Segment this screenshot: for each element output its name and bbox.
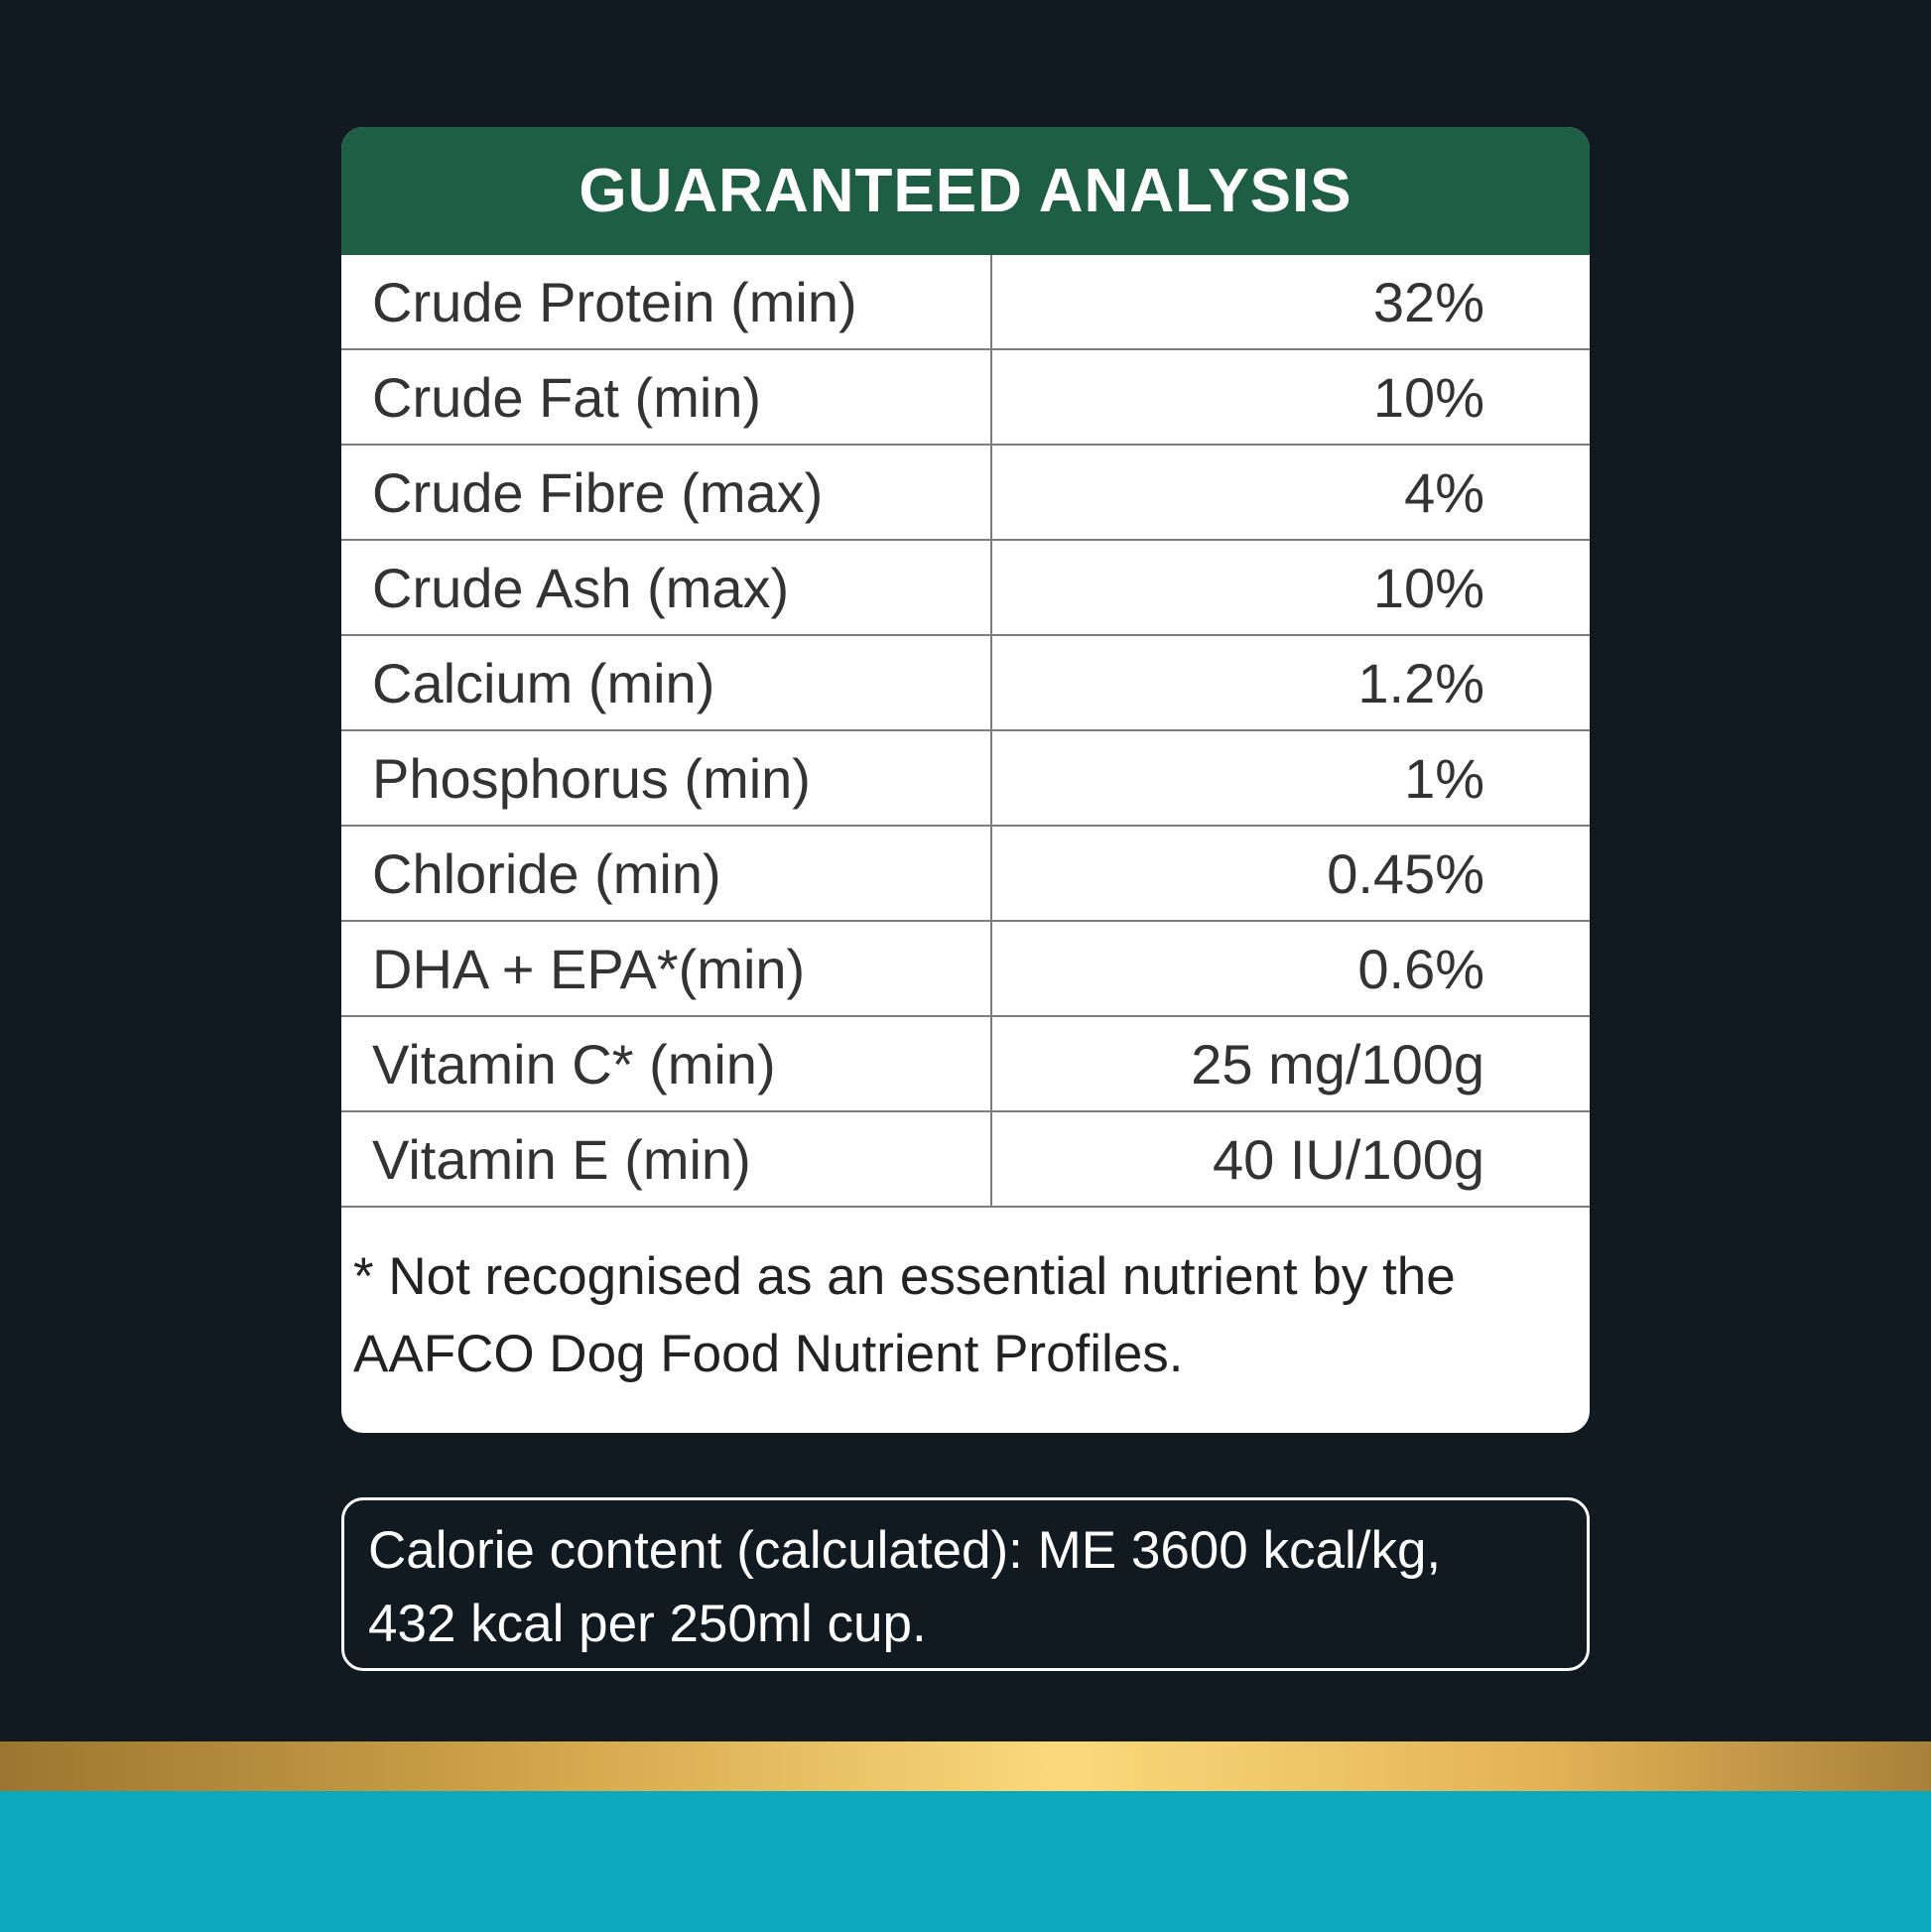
nutrient-value: 0.6%: [990, 922, 1590, 1015]
calorie-box: Calorie content (calculated): ME 3600 kc…: [341, 1497, 1590, 1671]
footnote-line: AAFCO Dog Food Nutrient Profiles.: [353, 1325, 1184, 1383]
calorie-line: 432 kcal per 250ml cup.: [368, 1595, 927, 1653]
nutrient-label: Calcium (min): [372, 652, 715, 714]
nutrient-label: Crude Protein (min): [372, 271, 857, 333]
nutrient-value: 1%: [990, 731, 1590, 825]
card-title: GUARANTEED ANALYSIS: [341, 127, 1590, 255]
table-row: Phosphorus (min) 1%: [341, 731, 1590, 827]
analysis-table: Crude Protein (min) 32% Crude Fat (min) 10%…: [341, 255, 1590, 1208]
calorie-line: Calorie content (calculated): ME 3600 kc…: [368, 1521, 1442, 1580]
table-row: Calcium (min) 1.2%: [341, 636, 1590, 731]
nutrient-value: 10%: [990, 350, 1590, 444]
table-row: Crude Fibre (max) 4%: [341, 446, 1590, 541]
footnote: * Not recognised as an essential nutrien…: [353, 1238, 1456, 1393]
nutrient-value: 32%: [990, 255, 1590, 348]
nutrient-label: Crude Ash (max): [372, 557, 790, 619]
nutrient-label: DHA + EPA*(min): [372, 938, 806, 1000]
table-row: Crude Ash (max) 10%: [341, 541, 1590, 636]
nutrient-value: 40 IU/100g: [990, 1112, 1590, 1206]
table-row: Vitamin C* (min) 25 mg/100g: [341, 1017, 1590, 1112]
table-row: Chloride (min) 0.45%: [341, 827, 1590, 922]
nutrient-label: Crude Fat (min): [372, 366, 762, 429]
teal-band: [0, 1791, 1931, 1932]
nutrient-label: Phosphorus (min): [372, 747, 811, 810]
nutrient-label: Crude Fibre (max): [372, 461, 824, 524]
nutrient-value: 0.45%: [990, 827, 1590, 920]
gold-band: [0, 1741, 1931, 1791]
table-row: DHA + EPA*(min) 0.6%: [341, 922, 1590, 1017]
nutrient-value: 10%: [990, 541, 1590, 634]
nutrient-value: 25 mg/100g: [990, 1017, 1590, 1110]
nutrient-label: Vitamin E (min): [372, 1128, 751, 1191]
table-row: Crude Protein (min) 32%: [341, 255, 1590, 350]
nutrient-value: 4%: [990, 446, 1590, 539]
nutrient-label: Vitamin C* (min): [372, 1033, 776, 1095]
table-row: Crude Fat (min) 10%: [341, 350, 1590, 446]
nutrient-value: 1.2%: [990, 636, 1590, 729]
analysis-card: GUARANTEED ANALYSIS Crude Protein (min) 3…: [341, 127, 1590, 1433]
footnote-line: * Not recognised as an essential nutrien…: [353, 1247, 1456, 1306]
table-row: Vitamin E (min) 40 IU/100g: [341, 1112, 1590, 1208]
nutrient-label: Chloride (min): [372, 842, 721, 905]
